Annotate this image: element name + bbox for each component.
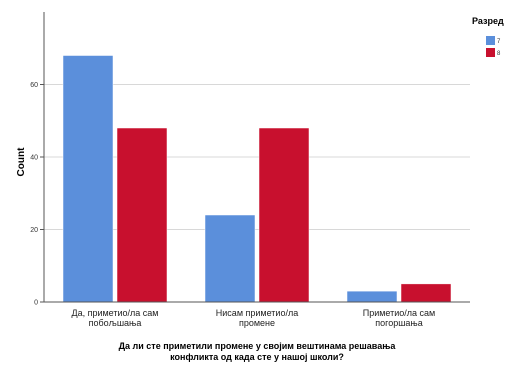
- x-axis-label: Да ли сте приметили промене у својим веш…: [119, 341, 397, 362]
- bar-2-series-7: [204, 214, 256, 303]
- legend: Разред 78: [472, 16, 504, 57]
- legend-swatch-8: [486, 48, 495, 57]
- y-tick-label: 60: [30, 82, 38, 89]
- y-tick-label: 0: [34, 300, 38, 307]
- legend-title: Разред: [472, 16, 504, 26]
- bar-3-series-8: [400, 283, 452, 303]
- x-category-label: Да, приметио/ла сам побољшања: [71, 308, 158, 328]
- bar-2-series-8: [258, 127, 310, 303]
- x-axis-categories: Да, приметио/ла сам побољшања Нисам примет…: [71, 308, 435, 328]
- legend-label-8: 8: [497, 51, 501, 57]
- y-axis-ticks: 0 20 40 60: [30, 82, 44, 307]
- legend-items: 78: [486, 36, 501, 57]
- legend-swatch-7: [486, 36, 495, 45]
- bars: [62, 55, 452, 303]
- y-tick-label: 20: [30, 227, 38, 234]
- bar-3-series-7: [346, 290, 398, 303]
- gridlines: [44, 84, 470, 230]
- y-tick-label: 40: [30, 155, 38, 162]
- legend-label-7: 7: [497, 39, 501, 45]
- bar-1-series-8: [116, 127, 168, 303]
- bar-1-series-7: [62, 55, 114, 303]
- x-category-label: Приметио/ла сам погоршања: [363, 308, 436, 328]
- y-axis-label: Count: [16, 147, 27, 177]
- x-category-label: Нисам приметио/ла промене: [216, 308, 298, 328]
